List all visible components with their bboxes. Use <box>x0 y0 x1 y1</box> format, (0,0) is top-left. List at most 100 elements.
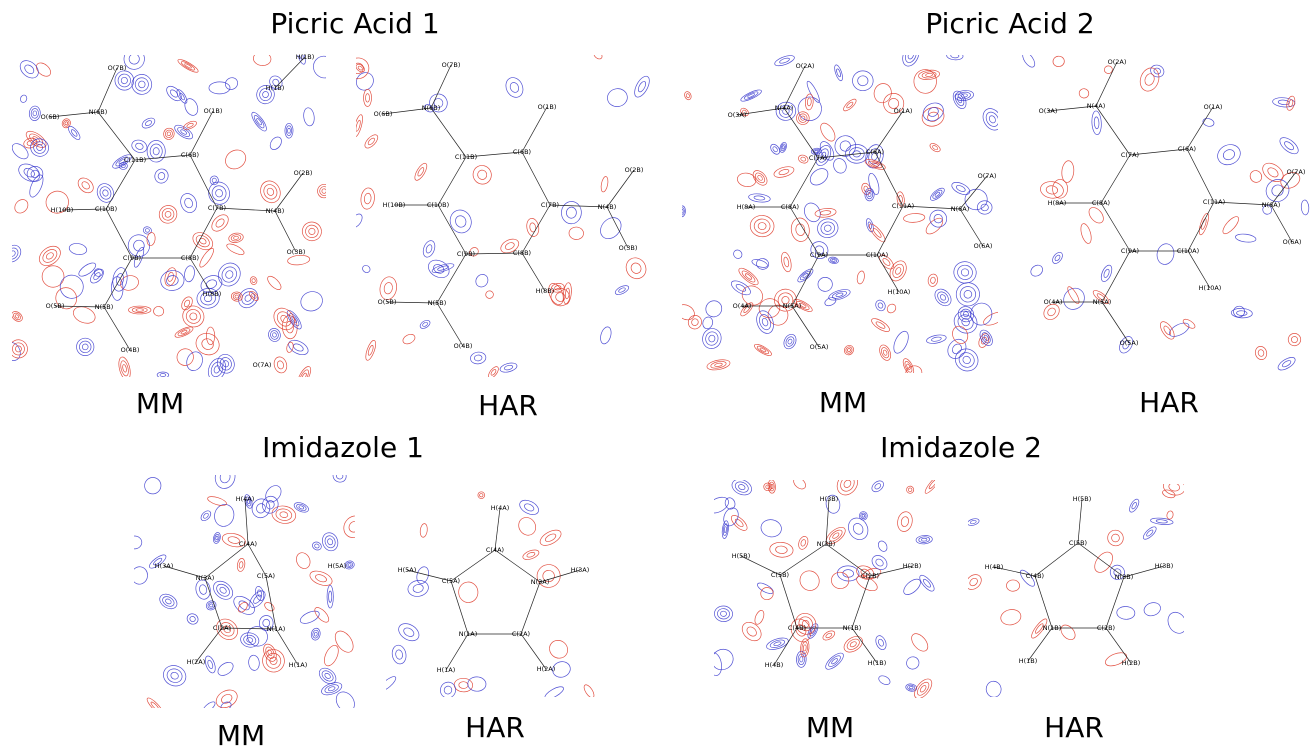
contour <box>29 106 41 121</box>
contour <box>1248 168 1264 184</box>
contour <box>279 511 288 518</box>
contour <box>366 94 370 103</box>
contour <box>740 88 763 103</box>
contour <box>377 674 398 693</box>
atom-label: H(1B) <box>1019 657 1038 665</box>
atom-label: O(5B) <box>46 302 65 310</box>
contour <box>308 227 316 235</box>
contour <box>1128 498 1141 514</box>
contour <box>160 206 177 223</box>
atom-label: O(4B) <box>454 342 473 350</box>
bond <box>790 158 818 207</box>
contour <box>353 69 377 93</box>
contour <box>144 120 152 127</box>
contour <box>778 168 789 175</box>
bond <box>1187 149 1214 202</box>
contour <box>703 298 725 320</box>
bond <box>522 205 550 253</box>
contour <box>756 581 775 596</box>
contour <box>215 352 237 375</box>
contour <box>222 146 250 173</box>
atom-label: O(7A) <box>978 172 997 180</box>
contour <box>569 226 584 240</box>
contour <box>629 261 643 275</box>
contour <box>704 330 719 346</box>
contour <box>614 284 630 297</box>
contour <box>257 178 284 206</box>
atom-label: C(2B) <box>1097 624 1115 632</box>
contour <box>909 686 913 689</box>
contour <box>141 474 164 497</box>
atom-label: C(9B) <box>123 254 141 262</box>
contour <box>872 82 893 105</box>
panel-title: Picric Acid 1 <box>270 7 439 40</box>
atom-label: C(8A) <box>781 203 799 211</box>
contour <box>843 479 853 489</box>
contour <box>930 277 936 284</box>
contour <box>470 351 487 365</box>
contour <box>1029 263 1045 279</box>
atom-label: N(6B) <box>89 108 108 116</box>
contour <box>470 162 495 187</box>
contour <box>800 156 806 161</box>
contour <box>9 250 17 258</box>
contour <box>45 251 55 260</box>
contour <box>162 127 176 141</box>
contour <box>328 686 336 692</box>
contour <box>961 93 968 97</box>
contour <box>174 346 196 368</box>
contour <box>216 660 236 679</box>
atom-label: N(1A) <box>459 630 478 638</box>
map-label: HAR <box>1139 386 1199 419</box>
atom-label: H(10A) <box>888 288 911 296</box>
contour <box>1266 166 1280 179</box>
contour <box>167 131 172 136</box>
contour <box>459 681 469 688</box>
contour <box>1197 212 1210 235</box>
contour <box>363 89 371 106</box>
atom-label: N(1B) <box>1043 624 1062 632</box>
contour <box>1020 50 1037 69</box>
contour <box>314 632 318 636</box>
contour <box>131 566 149 585</box>
contour <box>1235 233 1256 243</box>
atom-label: O(3B) <box>619 244 638 252</box>
contour <box>401 332 416 345</box>
atom-label: O(6A) <box>974 242 993 250</box>
contour <box>188 312 198 322</box>
contour <box>1094 117 1099 129</box>
bond <box>437 303 463 346</box>
contour <box>773 165 795 180</box>
contour <box>783 257 790 268</box>
contour <box>23 63 35 75</box>
atom-label: H(3A) <box>571 566 590 574</box>
bond <box>1035 576 1052 628</box>
contour <box>908 488 912 492</box>
contour <box>391 644 408 665</box>
contour <box>320 669 335 684</box>
contour <box>1039 180 1064 200</box>
contour <box>364 193 372 204</box>
contour <box>183 265 195 283</box>
contour <box>225 242 245 257</box>
contour <box>132 307 147 312</box>
contour <box>747 93 755 98</box>
contour <box>295 365 313 389</box>
contour <box>754 195 765 200</box>
contour <box>816 217 840 240</box>
contour <box>214 582 232 599</box>
contour <box>304 224 320 240</box>
contour <box>736 266 760 288</box>
bond <box>960 209 983 246</box>
contour <box>960 268 969 277</box>
contour <box>896 510 914 532</box>
bond <box>1188 202 1214 251</box>
contour <box>9 141 31 162</box>
contour <box>1164 609 1189 636</box>
contour <box>1257 349 1264 357</box>
contour <box>198 237 207 245</box>
bond <box>276 629 298 665</box>
contour <box>153 148 159 155</box>
contour <box>1182 317 1197 330</box>
contour <box>857 76 868 86</box>
